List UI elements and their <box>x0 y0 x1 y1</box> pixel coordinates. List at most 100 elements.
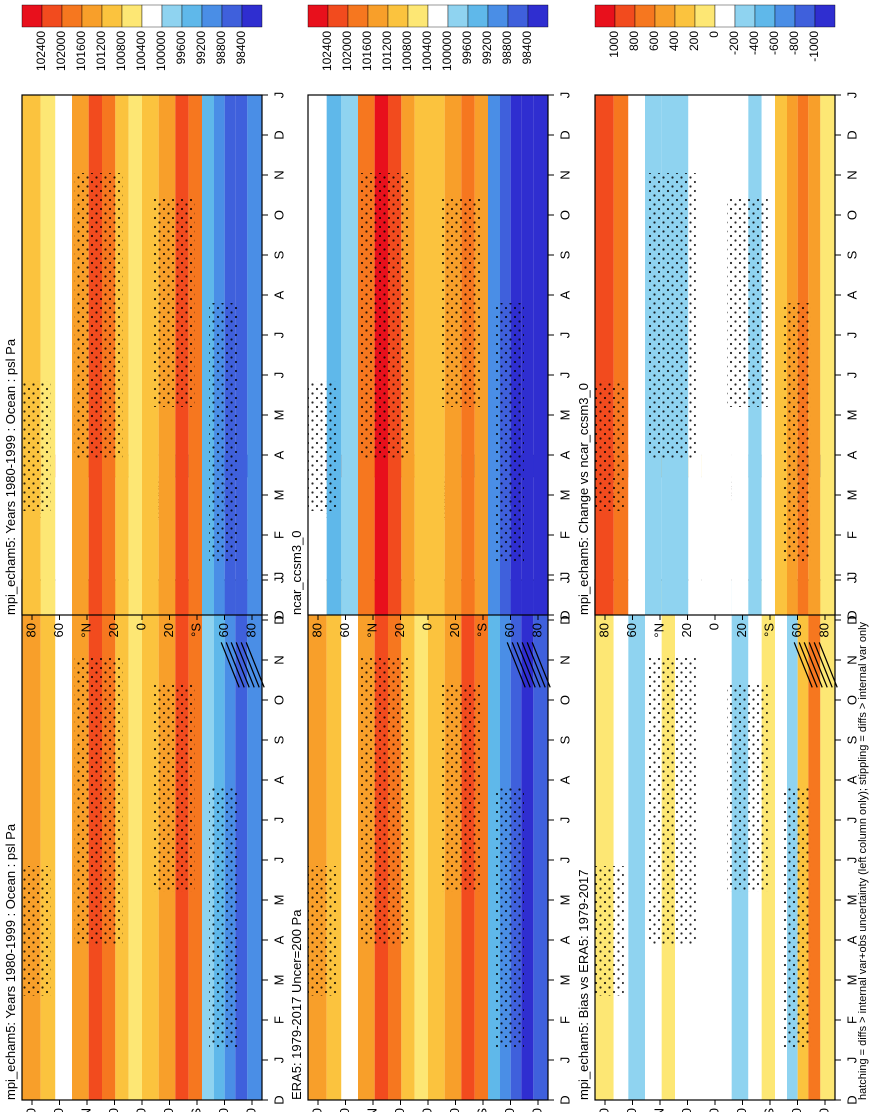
month-tick-label: J <box>271 1057 286 1064</box>
data-band <box>628 95 645 615</box>
lat-tick-label: 60 <box>51 1108 66 1112</box>
hatch-line <box>506 642 526 688</box>
colorbar-swatch <box>507 4 529 28</box>
colorbar-label: 102000 <box>340 31 354 71</box>
colorbar-label: -1000 <box>807 31 821 62</box>
stipple-region <box>440 199 481 407</box>
month-tick-label: A <box>271 290 286 299</box>
stipple-region <box>360 658 409 944</box>
month-tick-label: O <box>557 695 572 705</box>
lat-tick-label: 20 <box>161 623 176 637</box>
colorbar-swatch <box>307 4 329 28</box>
stipple-region <box>22 381 51 511</box>
colorbar-swatch <box>407 4 429 28</box>
month-tick-label: J <box>844 92 859 99</box>
lat-tick-label: 20 <box>392 1108 407 1112</box>
colorbar-label: 1000 <box>607 31 621 58</box>
month-tick-label: S <box>844 250 859 259</box>
colorbar-swatch <box>754 4 776 28</box>
colorbar-label: 101200 <box>94 31 108 71</box>
hatch-line <box>813 642 833 688</box>
month-tick-label: O <box>844 695 859 705</box>
stipple-region <box>782 788 811 1048</box>
lat-tick-label: 20 <box>447 1108 462 1112</box>
panel-title: mpi_echam5: Years 1980-1999 : Ocean : ps… <box>3 338 18 615</box>
colorbar-swatch <box>794 4 816 28</box>
lat-tick-label: 60 <box>789 1108 804 1112</box>
hatch-line <box>240 642 260 688</box>
month-tick-label: D <box>844 1095 859 1104</box>
data-band <box>247 580 262 1100</box>
colorbar-swatch <box>694 4 716 28</box>
hatching <box>506 642 551 688</box>
month-tick-label: J <box>557 572 572 579</box>
panel-title: ERA5: 1979-2017 Uncer=200 Pa <box>289 909 304 1100</box>
month-tick-label: M <box>557 895 572 906</box>
lat-tick-label: 20 <box>161 1108 176 1112</box>
month-tick-label: N <box>557 170 572 179</box>
month-tick-label: J <box>271 572 286 579</box>
colorbar-label: 100400 <box>134 31 148 71</box>
colorbar: 1000 800 600 400 200 0 -200 -400 -600 -800 -1000 <box>594 4 836 62</box>
stipple-region <box>647 658 696 944</box>
lat-tick-label: 80 <box>816 1108 831 1112</box>
month-tick-label: A <box>557 450 572 459</box>
stipple-region <box>154 684 195 892</box>
lat-tick-label: 80 <box>23 1108 38 1112</box>
panel-title: mpi_echam5: Bias vs ERA5: 1979-2017 <box>576 869 591 1100</box>
colorbar: 102400 102000 101600 101200 100800 100400 1000… <box>21 4 263 71</box>
lat-tick-label: 80 <box>243 623 258 637</box>
data-band <box>414 95 428 615</box>
month-tick-label: D <box>844 610 859 619</box>
colorbar-swatch <box>141 4 163 28</box>
month-tick-label: A <box>271 775 286 784</box>
colorbar-label: 200 <box>687 31 701 51</box>
colorbar-label: 98800 <box>500 31 514 65</box>
hatch-line <box>511 642 531 688</box>
colorbar-label: 0 <box>707 31 721 38</box>
data-band <box>808 580 821 1100</box>
colorbar-swatch <box>161 4 183 28</box>
data-band <box>613 580 629 1100</box>
data-band <box>40 95 56 615</box>
month-tick-label: J <box>271 332 286 339</box>
hatch-line <box>808 642 828 688</box>
data-band <box>326 95 342 615</box>
colorbar-label: 98400 <box>520 31 534 65</box>
colorbar-label: 800 <box>627 31 641 51</box>
month-tick-label: M <box>844 410 859 421</box>
month-tick-label: J <box>844 817 859 824</box>
month-tick-label: J <box>557 817 572 824</box>
colorbar-swatch <box>674 4 696 28</box>
colorbar-label: 101200 <box>380 31 394 71</box>
stipple-region <box>74 173 123 459</box>
month-tick-label: N <box>271 655 286 664</box>
lat-tick-label: 80 <box>816 623 831 637</box>
month-tick-label: J <box>271 817 286 824</box>
month-tick-label: S <box>271 250 286 259</box>
colorbar-swatch <box>467 4 489 28</box>
lat-tick-label: 20 <box>392 623 407 637</box>
hatch-line <box>526 642 546 688</box>
data-band <box>247 95 262 615</box>
data-band <box>808 95 821 615</box>
colorbar-label: 100000 <box>154 31 168 71</box>
data-band <box>128 95 142 615</box>
colorbar-swatch <box>654 4 676 28</box>
lat-tick-label: °N <box>364 623 379 638</box>
month-tick-label: M <box>271 895 286 906</box>
month-tick-label: J <box>844 1057 859 1064</box>
month-tick-label: D <box>844 615 859 624</box>
data-band <box>521 580 534 1100</box>
colorbar-label: 102400 <box>320 31 334 71</box>
month-tick-label: J <box>844 857 859 864</box>
colorbar-swatch <box>487 4 509 28</box>
panel-title: mpi_echam5: Years 1980-1999 : Ocean : ps… <box>3 823 18 1100</box>
stipple-region <box>154 199 195 407</box>
lat-tick-label: 60 <box>789 623 804 637</box>
month-tick-label: J <box>844 572 859 579</box>
lat-tick-label: °N <box>364 1108 379 1112</box>
colorbar-label: 98800 <box>214 31 228 65</box>
